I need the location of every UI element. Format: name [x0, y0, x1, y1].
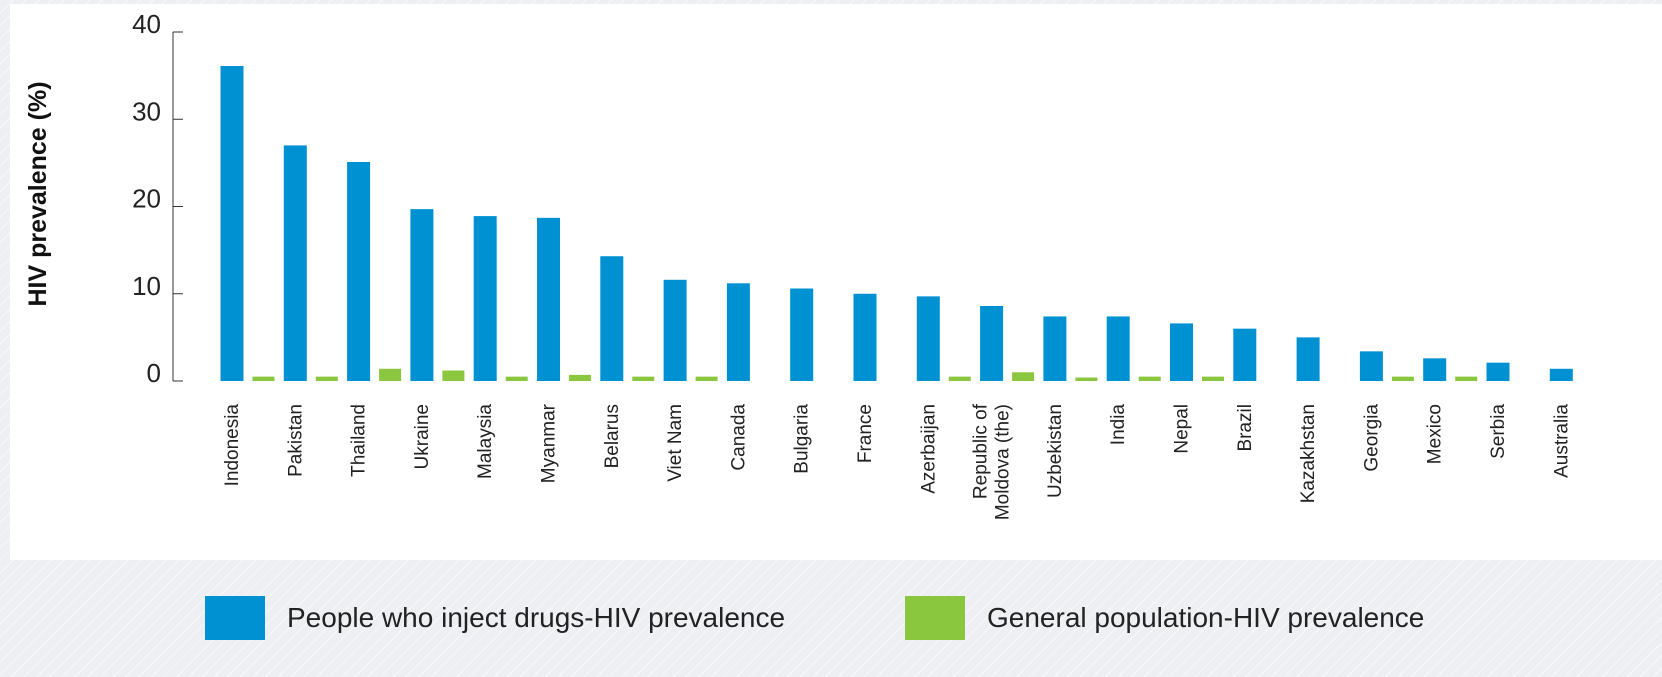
- bar-general: [1455, 376, 1478, 381]
- bar-pwid: [283, 145, 307, 381]
- x-tick-label: Nepal: [1172, 404, 1193, 454]
- bar-pwid: [1170, 323, 1193, 381]
- bar-pwid: [980, 305, 1004, 381]
- x-tick-label: Myanmar: [539, 403, 560, 483]
- bar-general: [1012, 372, 1035, 381]
- bar-general: [695, 376, 718, 381]
- y-tick-label: 40: [132, 9, 161, 39]
- x-tick-label: Ukraine: [412, 404, 433, 469]
- x-tick-label: Mexico: [1425, 404, 1446, 464]
- bar-pwid: [473, 216, 497, 381]
- x-tick-label: Uzbekistan: [1045, 404, 1066, 498]
- bar-general: [315, 376, 338, 381]
- bar-pwid: [1423, 358, 1447, 381]
- x-tick-label: Georgia: [1361, 404, 1382, 472]
- x-tick-label: Australia: [1551, 404, 1572, 478]
- y-tick-label: 30: [132, 96, 161, 126]
- bar-pwid: [410, 209, 434, 381]
- bar-general: [569, 374, 591, 381]
- legend-label-pwid: People who inject drugs-HIV prevalence: [287, 602, 786, 633]
- bar-general: [1202, 376, 1224, 381]
- bar-pwid: [537, 217, 560, 381]
- chart-panel: 0 10 20 30 40 HIV prevalence (%) Indonesia Paki…: [10, 4, 1662, 560]
- bar-pwid: [726, 283, 750, 381]
- bar-general: [1138, 376, 1161, 381]
- bar-general: [948, 376, 971, 381]
- bar-pwid: [1233, 328, 1257, 381]
- y-axis-title: HIV prevalence (%): [24, 81, 52, 306]
- bar-general: [505, 376, 528, 381]
- legend-item-pwid: People who inject drugs-HIV prevalence: [205, 596, 785, 640]
- bar-general: [252, 376, 275, 381]
- bar-general: [1075, 377, 1098, 381]
- bar-pwid: [1549, 368, 1573, 381]
- bar-pwid: [1359, 351, 1383, 381]
- y-tick-label: 20: [132, 184, 161, 214]
- bar-pwid: [916, 296, 940, 381]
- x-tick-label: India: [1108, 404, 1129, 446]
- x-tick-label: Bulgaria: [792, 404, 813, 474]
- x-tick-label: Pakistan: [285, 404, 306, 477]
- bar-pwid: [1486, 362, 1510, 381]
- x-tick-label: Indonesia: [222, 404, 243, 487]
- legend-swatch-general: [905, 596, 965, 640]
- bar-general: [379, 368, 402, 381]
- x-tick-label: Azerbaijan: [918, 404, 939, 494]
- x-tick-label: Kazakhstan: [1298, 404, 1319, 503]
- chart-legend: People who inject drugs-HIV prevalence G…: [0, 590, 1662, 677]
- x-tick-label: Malaysia: [475, 404, 496, 479]
- legend-item-general: General population-HIV prevalence: [905, 596, 1424, 640]
- bar-pwid: [790, 288, 814, 381]
- bar-general: [1391, 376, 1414, 381]
- x-tick-label: Belarus: [602, 404, 623, 468]
- bar-pwid: [853, 293, 877, 381]
- bar-pwid: [220, 66, 244, 381]
- bar-pwid: [347, 162, 371, 381]
- legend-label-general: General population-HIV prevalence: [987, 602, 1425, 633]
- x-tick-label: Viet Nam: [665, 404, 686, 482]
- bar-pwid: [1296, 337, 1320, 381]
- x-tick-label: Republic of: [971, 403, 992, 499]
- x-tick-label: Serbia: [1488, 404, 1509, 459]
- bar-general: [442, 370, 465, 381]
- bar-pwid: [1106, 316, 1130, 381]
- x-tick-label: Moldova (the): [993, 404, 1014, 520]
- bar-pwid: [663, 279, 687, 381]
- y-tick-label: 0: [147, 358, 161, 388]
- bar-pwid: [600, 256, 624, 381]
- x-tick-label: Thailand: [349, 404, 370, 477]
- y-tick-label: 10: [132, 271, 161, 301]
- bar-pwid: [1043, 316, 1067, 381]
- legend-swatch-pwid: [205, 596, 265, 640]
- x-tick-label: Canada: [728, 404, 749, 471]
- bar-chart: 0 10 20 30 40 HIV prevalence (%) Indonesia Paki…: [24, 9, 1573, 520]
- x-tick-label: France: [855, 404, 876, 463]
- bar-general: [632, 376, 655, 381]
- x-tick-label: Brazil: [1235, 404, 1256, 452]
